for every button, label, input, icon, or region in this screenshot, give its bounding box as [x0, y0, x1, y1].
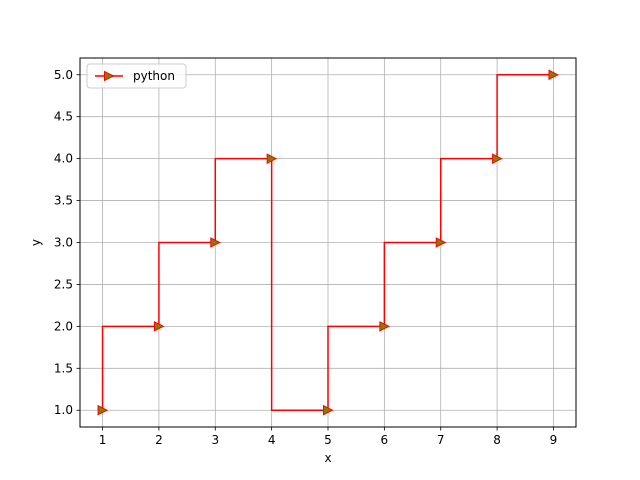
data-point: [379, 321, 390, 332]
data-point: [266, 153, 278, 164]
data-point: [153, 321, 165, 332]
data-point: [210, 237, 221, 248]
x-tick-label: 4: [268, 433, 276, 447]
legend-label: python: [133, 69, 175, 83]
y-tick-label: 1.0: [54, 403, 73, 417]
legend: python: [86, 63, 187, 89]
x-tick-label: 9: [550, 433, 558, 447]
y-tick-label: 3.5: [54, 194, 73, 208]
y-tick-label: 3.0: [54, 236, 73, 250]
y-tick-label: 5.0: [54, 68, 73, 82]
y-axis-ticks: 1.0 1.5 2.0 2.5 3.0 3.5 4.0 4.5 5.0: [54, 68, 80, 417]
y-tick-label: 2.5: [54, 277, 73, 291]
x-tick-label: 8: [493, 433, 501, 447]
x-tick-label: 6: [381, 433, 389, 447]
y-axis-label: y: [29, 239, 43, 246]
y-tick-label: 2.0: [54, 319, 73, 333]
data-point: [548, 69, 560, 81]
x-tick-label: 3: [211, 433, 219, 447]
x-tick-label: 1: [99, 433, 107, 447]
x-tick-label: 5: [324, 433, 332, 447]
plot-series: [97, 69, 560, 416]
y-tick-label: 4.5: [54, 110, 73, 124]
x-axis-ticks: 1 2 3 4 5 6 7 8 9: [99, 427, 558, 447]
data-point: [97, 404, 109, 416]
legend-marker: [104, 70, 115, 82]
data-point: [492, 153, 503, 164]
data-point: [323, 404, 334, 416]
data-point: [435, 237, 447, 248]
plot-frame: [79, 57, 577, 428]
x-tick-label: 2: [155, 433, 163, 447]
legend-box: [86, 63, 187, 89]
x-tick-label: 7: [437, 433, 445, 447]
y-tick-label: 4.0: [54, 152, 73, 166]
y-tick-label: 1.5: [54, 361, 73, 375]
x-axis-label: x: [324, 451, 331, 465]
